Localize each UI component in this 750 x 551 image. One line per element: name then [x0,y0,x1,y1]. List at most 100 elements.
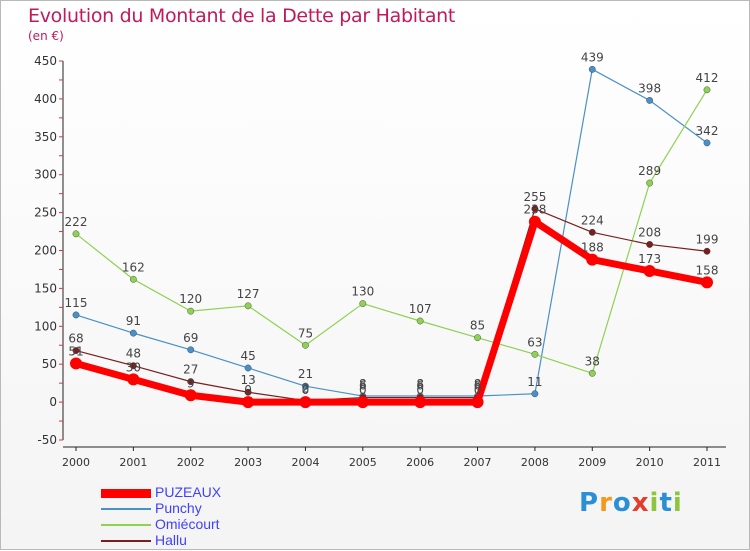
logo-letter: x [631,488,650,518]
data-point [299,396,312,409]
data-label: 0 [302,383,310,397]
data-label: 63 [527,335,542,349]
data-point [302,341,309,349]
data-point [187,346,195,354]
series-line [75,68,708,397]
data-label: 127 [237,287,260,301]
data-point [646,241,654,248]
data-label: 38 [585,354,600,368]
data-point [643,264,656,277]
legend-swatch [101,524,151,526]
x-tick-label: 2009 [578,456,606,469]
y-tick-label: 350 [34,130,57,144]
data-point [646,179,654,187]
x-tick-label: 2010 [636,456,664,469]
data-point [703,247,711,255]
series-puzeaux [70,215,713,409]
data-label: 0 [474,383,482,397]
y-tick-label: 450 [34,54,57,68]
data-point [588,65,596,73]
data-point [356,396,369,409]
data-point [127,373,140,386]
data-point [531,390,539,398]
data-label: 342 [696,124,719,138]
y-tick-label: 250 [34,206,57,220]
data-point [586,253,599,266]
data-point [72,347,80,354]
logo-letter: o [612,488,632,518]
data-label: 6 [359,379,367,393]
legend-label: Hallu [155,532,187,548]
x-tick-label: 2001 [119,456,147,469]
data-label: 208 [638,225,661,239]
data-label: 13 [240,373,255,387]
data-point [184,389,197,402]
data-label: 8 [359,377,367,391]
series-line [75,89,708,374]
data-point [416,317,424,325]
data-label: 8 [416,377,424,391]
data-point [187,378,195,386]
x-tick-label: 2011 [693,456,721,469]
data-point [302,382,309,390]
data-point [701,276,713,289]
data-point [359,300,367,307]
data-label: 238 [523,203,546,217]
data-label: 2 [302,382,310,396]
data-label: 224 [581,213,604,227]
x-tick-label: 2008 [521,456,549,469]
data-label: 45 [240,349,255,363]
y-tick-label: 150 [34,281,57,295]
data-label: 120 [179,292,202,306]
data-point [129,275,137,283]
data-label: 30 [126,360,141,374]
legend-label: PUZEAUX [155,484,222,500]
data-label: 21 [298,367,313,381]
proxiti-logo: Proxiti [579,488,683,518]
data-point [244,388,252,396]
legend-label: Punchy [155,500,202,516]
y-tick-label: 200 [34,244,57,258]
data-label: 173 [638,252,661,266]
data-label: 51 [68,344,83,358]
series-punchy [72,65,711,400]
data-point [531,205,539,213]
data-label: 75 [298,326,313,340]
data-point [72,230,80,238]
data-label: 289 [638,164,661,178]
data-point [244,302,252,310]
data-point [70,357,82,370]
series-line [75,218,708,406]
unit-label: (en €) [28,29,64,43]
data-label: 91 [126,314,141,328]
data-label: 0 [416,383,424,397]
data-label: 412 [696,71,719,85]
data-label: 0 [359,383,367,397]
series-line [75,208,708,402]
legend-swatch [101,540,151,542]
y-tick-label: 0 [49,395,57,409]
legend-label: Omiécourt [155,516,220,532]
data-label: 398 [638,81,661,95]
data-point [72,311,80,319]
data-label: 222 [65,215,88,229]
logo-letter: t [659,488,673,518]
data-label: 8 [474,377,482,391]
data-label: 0 [244,383,252,397]
data-point [471,396,484,409]
data-point [244,364,252,372]
y-tick-label: 50 [42,357,57,371]
x-tick-label: 2005 [349,456,377,469]
data-point [528,215,541,228]
data-point [646,97,654,104]
x-tick-label: 2002 [177,456,205,469]
data-label: 27 [183,363,198,377]
logo-letter: i [649,488,660,518]
logo-letter: P [579,488,600,518]
data-label: 48 [126,347,141,361]
data-point [242,396,255,409]
data-point [703,139,711,147]
